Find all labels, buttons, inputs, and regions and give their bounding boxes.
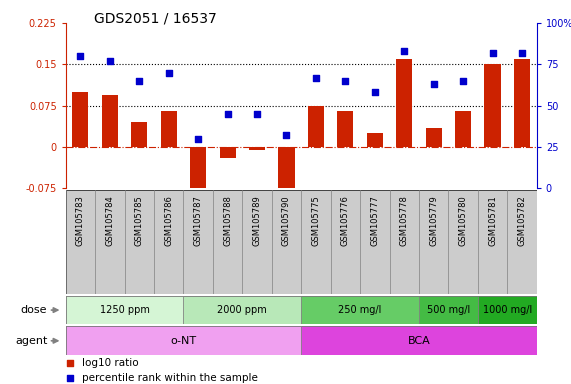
Point xyxy=(76,53,85,59)
Point xyxy=(282,132,291,138)
Text: GSM105785: GSM105785 xyxy=(135,195,144,246)
Text: GSM105775: GSM105775 xyxy=(311,195,320,246)
Bar xyxy=(73,92,89,147)
Text: GSM105789: GSM105789 xyxy=(252,195,262,246)
Bar xyxy=(308,106,324,147)
Bar xyxy=(367,133,383,147)
Bar xyxy=(66,326,301,355)
Bar xyxy=(190,147,206,199)
Bar xyxy=(131,122,147,147)
Bar xyxy=(419,296,478,324)
Text: BCA: BCA xyxy=(408,336,431,346)
Point xyxy=(370,89,379,96)
Point xyxy=(252,111,262,117)
Bar xyxy=(337,111,353,147)
Bar xyxy=(484,64,501,147)
Point xyxy=(459,78,468,84)
Point xyxy=(311,74,320,81)
Point xyxy=(339,333,348,339)
Bar xyxy=(102,94,118,147)
Text: 250 mg/l: 250 mg/l xyxy=(339,305,382,315)
Point xyxy=(488,50,497,56)
Text: GSM105783: GSM105783 xyxy=(76,195,85,246)
Text: GSM105787: GSM105787 xyxy=(194,195,203,246)
Bar xyxy=(425,127,442,147)
Text: GSM105788: GSM105788 xyxy=(223,195,232,246)
Text: agent: agent xyxy=(15,336,47,346)
Bar xyxy=(279,147,295,202)
Bar xyxy=(219,147,236,158)
Point xyxy=(135,78,144,84)
Text: log10 ratio: log10 ratio xyxy=(82,358,139,368)
Text: percentile rank within the sample: percentile rank within the sample xyxy=(82,373,258,383)
Point xyxy=(341,78,350,84)
Bar xyxy=(66,296,183,324)
Text: GSM105781: GSM105781 xyxy=(488,195,497,246)
Text: GDS2051 / 16537: GDS2051 / 16537 xyxy=(94,12,217,25)
Point xyxy=(194,136,203,142)
Bar xyxy=(66,190,537,294)
Text: 500 mg/l: 500 mg/l xyxy=(427,305,470,315)
Text: GSM105778: GSM105778 xyxy=(400,195,409,246)
Text: o-NT: o-NT xyxy=(170,336,196,346)
Text: 1250 ppm: 1250 ppm xyxy=(99,305,150,315)
Point xyxy=(105,58,114,64)
Bar xyxy=(478,296,537,324)
Text: GSM105782: GSM105782 xyxy=(517,195,526,246)
Point xyxy=(164,70,173,76)
Text: GSM105776: GSM105776 xyxy=(341,195,350,246)
Text: GSM105784: GSM105784 xyxy=(105,195,114,246)
Text: GSM105786: GSM105786 xyxy=(164,195,173,246)
Text: GSM105779: GSM105779 xyxy=(429,195,438,246)
Bar xyxy=(249,147,265,150)
Bar xyxy=(301,326,537,355)
Bar xyxy=(160,111,177,147)
Point xyxy=(400,48,409,54)
Text: GSM105777: GSM105777 xyxy=(371,195,379,246)
Text: dose: dose xyxy=(21,305,47,315)
Text: 1000 mg/l: 1000 mg/l xyxy=(482,305,532,315)
Point xyxy=(429,81,439,87)
Point xyxy=(517,50,526,56)
Text: 2000 ppm: 2000 ppm xyxy=(218,305,267,315)
Text: GSM105780: GSM105780 xyxy=(459,195,468,246)
Bar xyxy=(455,111,471,147)
Text: GSM105790: GSM105790 xyxy=(282,195,291,246)
Bar xyxy=(514,59,530,147)
Point xyxy=(223,111,232,117)
Point xyxy=(339,196,348,202)
Bar xyxy=(396,59,412,147)
Bar xyxy=(301,296,419,324)
Bar xyxy=(183,296,301,324)
